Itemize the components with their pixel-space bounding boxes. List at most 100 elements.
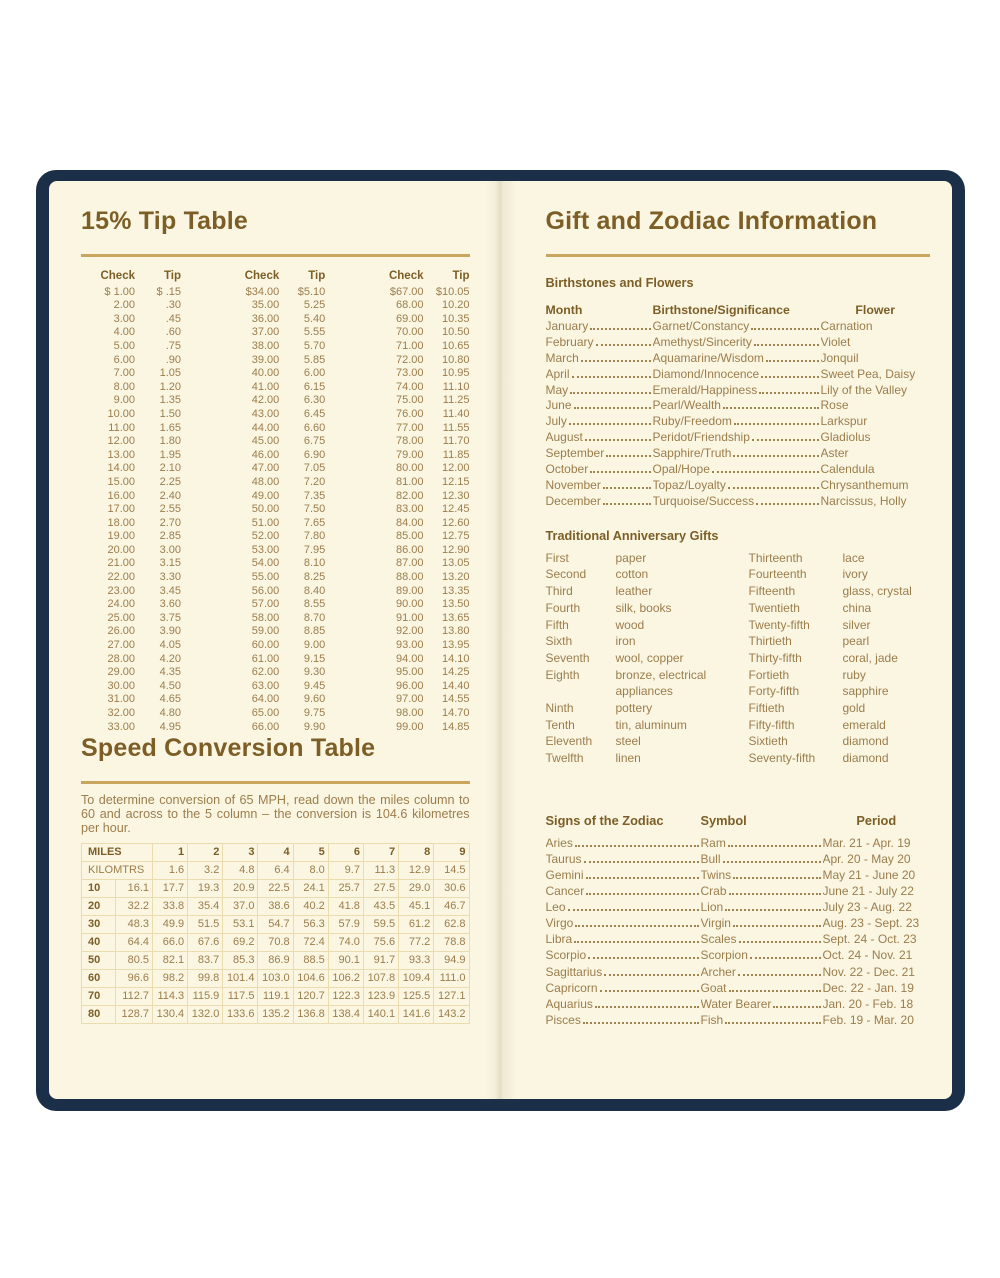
birthstone-stone-cell: Diamond/Innocence [653,367,821,383]
birthstone-stone-cell: Garnet/Constancy [653,319,821,335]
dot-leader [586,893,699,896]
speed-value-cell: 22.5 [257,878,294,898]
speed-value-cell: 127.1 [433,986,470,1006]
dot-leader [759,391,819,394]
anniversary-gift: diamond [842,751,889,766]
tip-check-value: 57.00 [251,598,280,611]
zodiac-period: Sept. 24 - Oct. 23 [822,932,917,947]
anniversary-ordinal: First [545,550,569,565]
birthstone-month-cell: September [546,446,653,462]
tip-check-value: 30.00 [107,679,135,692]
zodiac-row: Gemini Twins May 21 - June 20 [546,868,931,884]
zodiac-row: Sagittarius Archer Nov. 22 - Dec. 21 [546,965,931,981]
zodiac-sign: Scorpio [545,948,587,963]
dot-leader [574,941,699,944]
tip-check-value: 93.00 [395,639,424,652]
tip-amount-value: 10.95 [441,367,470,380]
tip-check-value: 54.00 [251,557,280,570]
dot-leader [573,407,651,410]
zodiac-header-symbol: Symbol [700,812,747,828]
birthstone-flower-cell: Rose [821,398,931,414]
tip-amount-value: 9.45 [303,679,326,692]
birthstone-row: June Pearl/Wealth Rose [546,398,931,414]
dot-leader [583,860,699,863]
speed-value-cell: 99.8 [187,968,224,988]
tip-check-value: 2.00 [113,299,135,312]
speed-row-label: 60 [81,968,116,988]
dot-leader [594,1005,699,1008]
speed-value-cell: 143.2 [433,1004,470,1024]
anniversary-ordinal: Sixtieth [748,734,788,749]
dot-leader [751,439,819,442]
dot-leader [738,941,821,944]
zodiac-sign: Libra [545,932,573,947]
speed-value-cell: 103.0 [257,968,294,988]
dot-leader [765,359,819,362]
anniversary-row: appliances Forty-fifth sapphire [546,683,931,700]
flower-label: Violet [820,334,851,349]
tip-amount-value: 8.40 [303,584,326,597]
tip-check-value: $34.00 [245,285,280,298]
speed-data-row: 80 128.7 130.4 132.0 133.6 135.2 136.8 138.4 140… [81,1004,470,1024]
stone-label: Ruby/Freedom [652,414,732,429]
zodiac-period-cell: Aug. 23 - Sept. 23 [823,916,931,932]
tip-check-value: 63.00 [251,679,280,692]
dot-leader [568,423,651,426]
flower-label: Carnation [820,319,873,333]
zodiac-symbol: Virgin [700,916,731,931]
kilomtrs-value-cell: 6.4 [257,860,294,880]
speed-data-row: 70 112.7 114.3 115.9 117.5 119.1 120.7 122.3 123… [81,986,470,1006]
speed-value-cell: 16.1 [115,878,153,898]
tip-check-value: 81.00 [395,475,424,488]
speed-value-cell: 61.2 [398,914,435,934]
tip-amount-value: 4.50 [159,679,181,692]
zodiac-period-cell: Apr. 20 - May 20 [823,852,931,868]
speed-value-cell: 69.2 [222,932,259,952]
tip-amount-value: 8.10 [303,557,326,570]
tip-check-value: 94.00 [395,652,424,665]
birthstones-header-row: Month Birthstone/Significance Flower [546,303,931,317]
anniversary-ordinal: Eleventh [545,734,593,749]
speed-value-cell: 111.0 [433,968,470,988]
tip-amount-value: 10.65 [441,339,470,352]
tip-amount-value: .90 [165,353,181,366]
tip-amount-value: 2.70 [159,516,181,529]
tip-amount-value: 7.20 [303,475,326,488]
speed-data-row: 20 32.2 33.8 35.4 37.0 38.6 40.2 41.8 43.5 45.1 46… [81,896,470,916]
stone-label: Opal/Hope [652,462,710,477]
tip-check-value: 43.00 [251,407,280,420]
tip-amount-value: 13.80 [441,625,470,638]
tip-check-value: 39.00 [251,353,280,366]
anniversary-gift: tin, aluminum [615,717,687,732]
tip-check-value: 29.00 [107,666,135,679]
zodiac-row: Aquarius Water Bearer Jan. 20 - Feb. 18 [546,997,931,1013]
tip-check-value: 10.00 [107,407,135,420]
tip-check-value: 83.00 [395,503,424,516]
tip-amount-value: .30 [165,299,181,312]
anniversary-ordinal: Thirtieth [748,634,792,649]
birthstone-stone-cell: Turquoise/Success [653,494,821,510]
tip-check-value: 45.00 [251,435,280,448]
anniversary-gift: ruby [842,667,866,682]
dot-leader [582,1021,699,1024]
dot-leader [761,375,819,378]
anniversary-row: Ninth pottery Fiftieth gold [546,700,931,717]
mile-col-header: 6 [327,842,364,862]
tip-check-value: 8.00 [113,380,135,393]
speed-row-label: 80 [81,1004,116,1024]
tip-amount-value: $ .15 [156,285,181,298]
anniversary-row: Fourth silk, books Twentieth china [546,600,931,617]
tip-check-value: 25.00 [107,611,135,624]
birthstone-flower-cell: Jonquil [821,351,931,367]
zodiac-header-row: Signs of the Zodiac Symbol Period [546,813,931,828]
kilomtrs-value-cell: 9.7 [327,860,364,880]
kilomtrs-value-cell: 4.8 [222,860,259,880]
zodiac-symbol: Ram [700,835,726,850]
tip-amount-value: 3.75 [159,611,181,624]
speed-value-cell: 125.5 [398,986,435,1006]
zodiac-period: June 21 - July 22 [822,884,914,899]
anniversary-ordinal: Forty-fifth [748,684,800,699]
tip-check-value: 32.00 [107,707,135,719]
tip-check-value: 37.00 [251,326,280,339]
month-label: August [545,430,583,445]
